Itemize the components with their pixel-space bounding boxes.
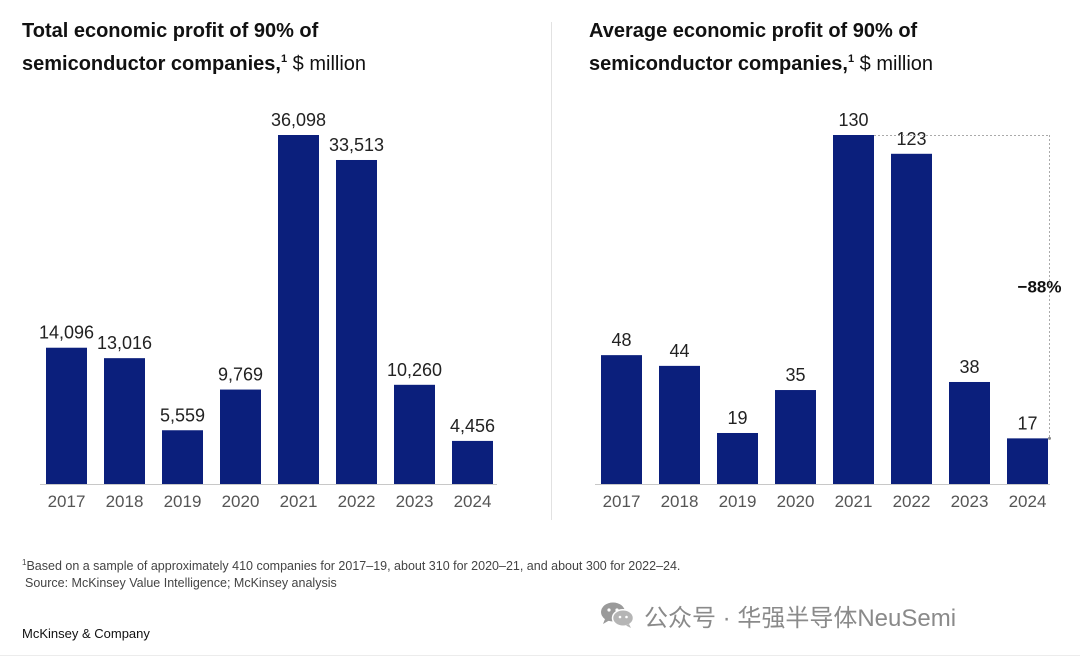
bar-2021: [278, 135, 319, 484]
bar-2018: [659, 365, 700, 484]
chart-title-average-line2: semiconductor companies,: [589, 53, 848, 75]
brand-logo: McKinsey & Company: [22, 626, 150, 641]
bar-2021: [833, 135, 874, 484]
bar-2019: [162, 430, 203, 484]
tick-label-2021: 2021: [835, 492, 873, 511]
chart-title-total-line2: semiconductor companies,: [22, 53, 281, 75]
tick-label-2024: 2024: [454, 492, 492, 511]
bar-2018: [104, 358, 145, 484]
bar-2017: [601, 355, 642, 484]
footnote-marker: 1: [280, 53, 288, 65]
data-label-2023: 10,260: [387, 360, 442, 380]
bottom-rule: [0, 655, 1080, 656]
tick-label-2017: 2017: [603, 492, 641, 511]
data-label-2024: 4,456: [450, 416, 495, 436]
data-label-2022: 33,513: [329, 135, 384, 155]
annotation-end-marker: [1048, 436, 1051, 440]
watermark-text: 公众号 · 华强半导体NeuSemi: [644, 604, 957, 632]
tick-label-2018: 2018: [661, 492, 699, 511]
data-label-2021: 130: [838, 110, 868, 130]
data-label-2018: 44: [669, 341, 689, 361]
footnote: 1Based on a sample of approximately 410 …: [22, 554, 680, 592]
data-label-2017: 48: [611, 330, 631, 350]
tick-label-2018: 2018: [106, 492, 144, 511]
unit-label: $ million: [292, 53, 367, 75]
data-label-2021: 36,098: [271, 110, 326, 130]
tick-label-2021: 2021: [280, 492, 318, 511]
watermark: 公众号 · 华强半导体NeuSemi: [598, 598, 956, 632]
bar-2020: [775, 390, 816, 484]
panel-divider: [551, 22, 552, 520]
bar-chart-total: 14,096 2017 13,016 2018 5,559 2019 9,769 2020 36…: [39, 110, 497, 511]
data-label-2024: 17: [1017, 413, 1037, 433]
chart-title-total: Total economic profit of 90% of semicondu…: [22, 17, 366, 78]
tick-label-2024: 2024: [1009, 492, 1047, 511]
footnote-text: Based on a sample of approximately 410 c…: [26, 559, 681, 573]
bar-2020: [220, 389, 261, 484]
annotation-label: −88%: [1018, 278, 1062, 297]
bar-2023: [394, 384, 435, 484]
footnote-note: 1Based on a sample of approximately 410 …: [22, 554, 680, 575]
source-note: Source: McKinsey Value Intelligence; McK…: [25, 576, 337, 590]
bar-2017: [46, 347, 87, 484]
bar-2019: [717, 432, 758, 484]
footnote-marker: 1: [22, 558, 27, 567]
bar-2022: [891, 153, 932, 485]
bar-2024: [452, 440, 493, 484]
data-label-2020: 35: [785, 365, 805, 385]
tick-label-2022: 2022: [338, 492, 376, 511]
bar-2022: [336, 159, 377, 484]
tick-label-2023: 2023: [951, 492, 989, 511]
data-label-2018: 13,016: [97, 333, 152, 353]
tick-label-2022: 2022: [893, 492, 931, 511]
tick-label-2019: 2019: [719, 492, 757, 511]
data-label-2019: 5,559: [160, 405, 205, 425]
data-label-2020: 9,769: [218, 365, 263, 385]
tick-label-2020: 2020: [777, 492, 815, 511]
unit-label: $ million: [859, 53, 934, 75]
tick-label-2017: 2017: [48, 492, 86, 511]
bar-chart-average: 48 2017 44 2018 19 2019 35 2020 130 2021 123 2022 38…: [595, 110, 1062, 511]
tick-label-2020: 2020: [222, 492, 260, 511]
chart-title-total-line1: Total economic profit of 90% of: [22, 20, 319, 42]
data-label-2023: 38: [959, 357, 979, 377]
data-label-2017: 14,096: [39, 323, 94, 343]
bar-2023: [949, 381, 990, 484]
chart-title-average: Average economic profit of 90% of semicon…: [589, 17, 933, 78]
tick-label-2019: 2019: [164, 492, 202, 511]
data-label-2022: 123: [896, 129, 926, 149]
footnote-marker: 1: [847, 53, 855, 65]
tick-label-2023: 2023: [396, 492, 434, 511]
data-label-2019: 19: [727, 408, 747, 428]
chart-title-average-line1: Average economic profit of 90% of: [589, 20, 918, 42]
bar-2024: [1007, 438, 1048, 484]
wechat-icon: [601, 602, 635, 628]
